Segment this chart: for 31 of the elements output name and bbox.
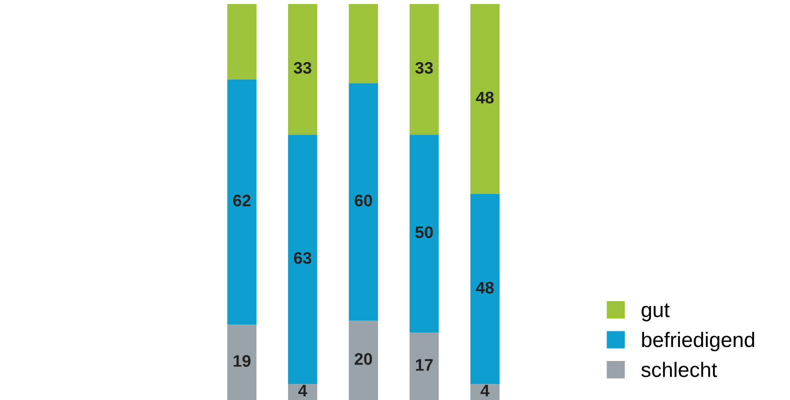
- bar: [227, 324, 256, 400]
- legend-label: schlecht: [641, 362, 718, 378]
- data-label: 33: [415, 62, 433, 74]
- bar: [470, 384, 500, 400]
- bar: [470, 194, 500, 384]
- bar: [227, 79, 256, 325]
- data-label: 20: [354, 353, 372, 365]
- legend-label: gut: [642, 304, 670, 322]
- bar: [288, 134, 318, 384]
- data-label: 48: [476, 92, 494, 104]
- data-label: 48: [476, 282, 494, 294]
- legend-label: befriedigend: [642, 332, 754, 352]
- bar: [227, 4, 256, 80]
- data-label: 63: [294, 252, 312, 264]
- bar: [288, 4, 318, 135]
- data-label: 33: [294, 62, 312, 74]
- data-label: 50: [415, 226, 433, 238]
- data-label: 4: [298, 384, 308, 396]
- bar: [348, 83, 378, 321]
- bar: [410, 332, 439, 400]
- bar: [410, 134, 439, 333]
- bar: [348, 4, 378, 84]
- data-label: 19: [234, 355, 251, 367]
- data-label: 17: [416, 359, 433, 371]
- data-label: 60: [354, 194, 372, 206]
- bar: [348, 320, 378, 400]
- bar: [470, 4, 500, 194]
- bar: [410, 4, 439, 135]
- data-label: 62: [233, 194, 250, 206]
- bar: [288, 384, 318, 400]
- data-label: 4: [480, 384, 490, 396]
